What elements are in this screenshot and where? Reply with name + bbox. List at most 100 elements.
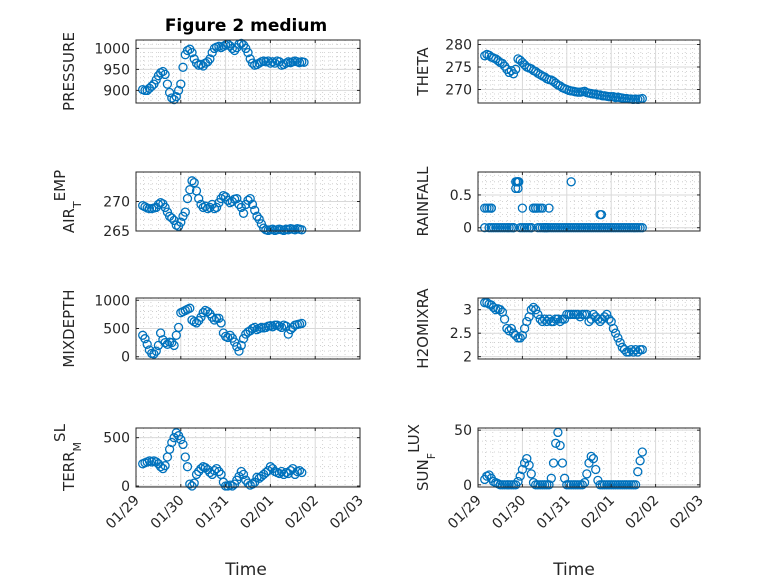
data-point <box>602 309 612 320</box>
data-point <box>586 314 596 324</box>
data-point <box>566 177 576 187</box>
data-point <box>252 211 262 221</box>
data-point <box>169 433 179 443</box>
data-point <box>176 217 186 227</box>
data-point <box>245 193 255 204</box>
data-point <box>223 195 233 205</box>
data-point <box>227 43 237 54</box>
data-point <box>588 453 599 464</box>
data-point <box>216 318 226 328</box>
subplot-air-temp: 265 270 AIRTEMP <box>51 170 361 240</box>
data-point <box>553 314 563 324</box>
y-tick-label: 0 <box>463 221 472 237</box>
data-point <box>542 316 552 327</box>
data-point <box>480 51 490 61</box>
data-point <box>297 225 307 235</box>
data-point <box>624 347 634 357</box>
data-point <box>209 43 220 54</box>
data-point <box>196 312 206 322</box>
data-point <box>194 193 204 204</box>
data-point <box>630 344 641 355</box>
data-point <box>526 469 536 479</box>
y-axis-label: PRESSURE <box>60 32 78 111</box>
data-point <box>299 57 309 67</box>
data-point <box>506 323 516 334</box>
y-tick-label: 280 <box>445 38 472 54</box>
y-tick-label: 0 <box>463 478 472 494</box>
data-point <box>619 344 630 355</box>
y-tick-label: 3 <box>463 303 472 319</box>
data-point <box>167 337 177 348</box>
data-point <box>499 314 510 324</box>
y-tick-label: 275 <box>445 60 472 76</box>
data-point <box>637 223 647 233</box>
data-point <box>555 316 565 327</box>
y-axis-label: RAINFALL <box>414 166 432 237</box>
y-axis-label: H2OMIXRA <box>414 288 432 369</box>
data-point <box>182 193 193 204</box>
data-point <box>265 58 276 68</box>
data-point <box>626 344 636 355</box>
data-point <box>488 302 499 313</box>
data-point <box>158 66 168 77</box>
data-point <box>247 479 258 489</box>
data-point <box>214 313 224 323</box>
data-point <box>633 347 643 357</box>
data-point <box>182 45 193 56</box>
data-point <box>164 87 175 98</box>
data-point <box>250 205 260 215</box>
data-point <box>234 471 244 482</box>
data-point <box>274 468 285 479</box>
data-point <box>610 328 621 338</box>
y-axis-label: THETA <box>414 47 432 97</box>
data-point <box>227 481 237 491</box>
data-point <box>548 458 559 468</box>
subplot-pressure: 900 950 1000 PRESSURE <box>60 32 361 111</box>
y-tick-label: 500 <box>103 431 130 447</box>
data-point <box>593 314 603 324</box>
data-point <box>544 314 554 324</box>
data-point <box>167 437 177 448</box>
data-point <box>216 193 226 204</box>
data-point <box>599 312 610 322</box>
data-point <box>160 337 170 348</box>
data-point <box>238 208 249 218</box>
data-point <box>522 316 532 327</box>
data-point <box>180 452 190 462</box>
y-tick-label: 950 <box>103 62 130 78</box>
data-point <box>191 318 202 328</box>
axes-box <box>477 171 701 232</box>
data-point <box>535 314 545 324</box>
data-point <box>209 465 220 476</box>
data-point <box>513 183 523 194</box>
data-point <box>604 314 614 324</box>
data-point <box>515 333 525 343</box>
data-point <box>142 339 152 349</box>
data-point <box>542 223 552 233</box>
data-point <box>551 438 561 448</box>
data-point <box>524 460 534 470</box>
data-point <box>630 480 641 490</box>
x-axis-label-right: Time <box>552 560 595 580</box>
data-point <box>586 451 596 462</box>
y-axis-label: AIRTEMP <box>51 170 84 233</box>
data-point <box>218 41 229 51</box>
data-point <box>147 81 157 91</box>
data-point <box>191 469 202 480</box>
axes-box <box>477 297 701 360</box>
data-point <box>526 305 536 315</box>
data-point <box>544 203 554 213</box>
data-point <box>544 480 554 490</box>
data-point <box>167 213 177 223</box>
data-point <box>167 93 177 103</box>
y-tick-label: 2 <box>463 350 472 366</box>
data-point <box>196 199 206 210</box>
data-point <box>232 193 242 204</box>
data-point <box>160 461 170 471</box>
data-point <box>225 330 235 340</box>
data-point <box>205 54 215 64</box>
data-point <box>205 467 215 478</box>
data-point <box>279 469 289 480</box>
data-point <box>537 203 548 213</box>
